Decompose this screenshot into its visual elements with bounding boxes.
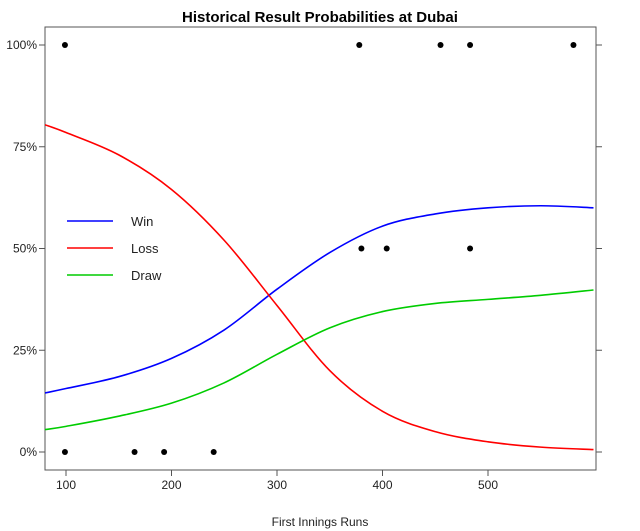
y-tick-label: 100%: [6, 38, 37, 52]
x-tick-label: 500: [478, 478, 498, 492]
data-point: [467, 42, 474, 48]
series-line-loss: [45, 124, 594, 451]
data-point: [467, 245, 474, 252]
plot-frame: [44, 26, 597, 471]
data-point: [161, 449, 168, 455]
legend: Win Loss Draw: [67, 214, 162, 283]
data-point: [570, 42, 577, 48]
chart-title: Historical Result Probabilities at Dubai: [182, 9, 458, 26]
data-point: [61, 449, 68, 455]
x-tick-label: 100: [56, 478, 76, 492]
series-line-draw: [45, 289, 594, 431]
data-point: [61, 42, 68, 48]
x-tick-label: 300: [267, 478, 287, 492]
y-tick-label: 25%: [13, 343, 37, 357]
y-tick-label: 75%: [13, 140, 37, 154]
series-layer: [45, 124, 594, 451]
series-line-win: [45, 204, 594, 394]
points-layer: [61, 42, 577, 455]
y-tick-label: 0%: [20, 445, 38, 459]
x-axis-title: First Innings Runs: [272, 515, 369, 529]
legend-label-loss: Loss: [131, 241, 159, 256]
y-tick-label: 50%: [13, 242, 37, 256]
data-point: [356, 42, 363, 48]
data-point: [437, 42, 444, 48]
x-tick-label: 400: [372, 478, 392, 492]
legend-label-draw: Draw: [131, 268, 162, 283]
data-point: [358, 245, 365, 252]
data-point: [210, 449, 217, 455]
y-axis: 0% 25% 50% 75% 100%: [6, 38, 602, 459]
x-tick-label: 200: [161, 478, 181, 492]
x-axis: 100 200 300 400 500: [56, 470, 498, 492]
legend-label-win: Win: [131, 214, 153, 229]
data-point: [383, 245, 390, 252]
data-point: [131, 449, 138, 455]
